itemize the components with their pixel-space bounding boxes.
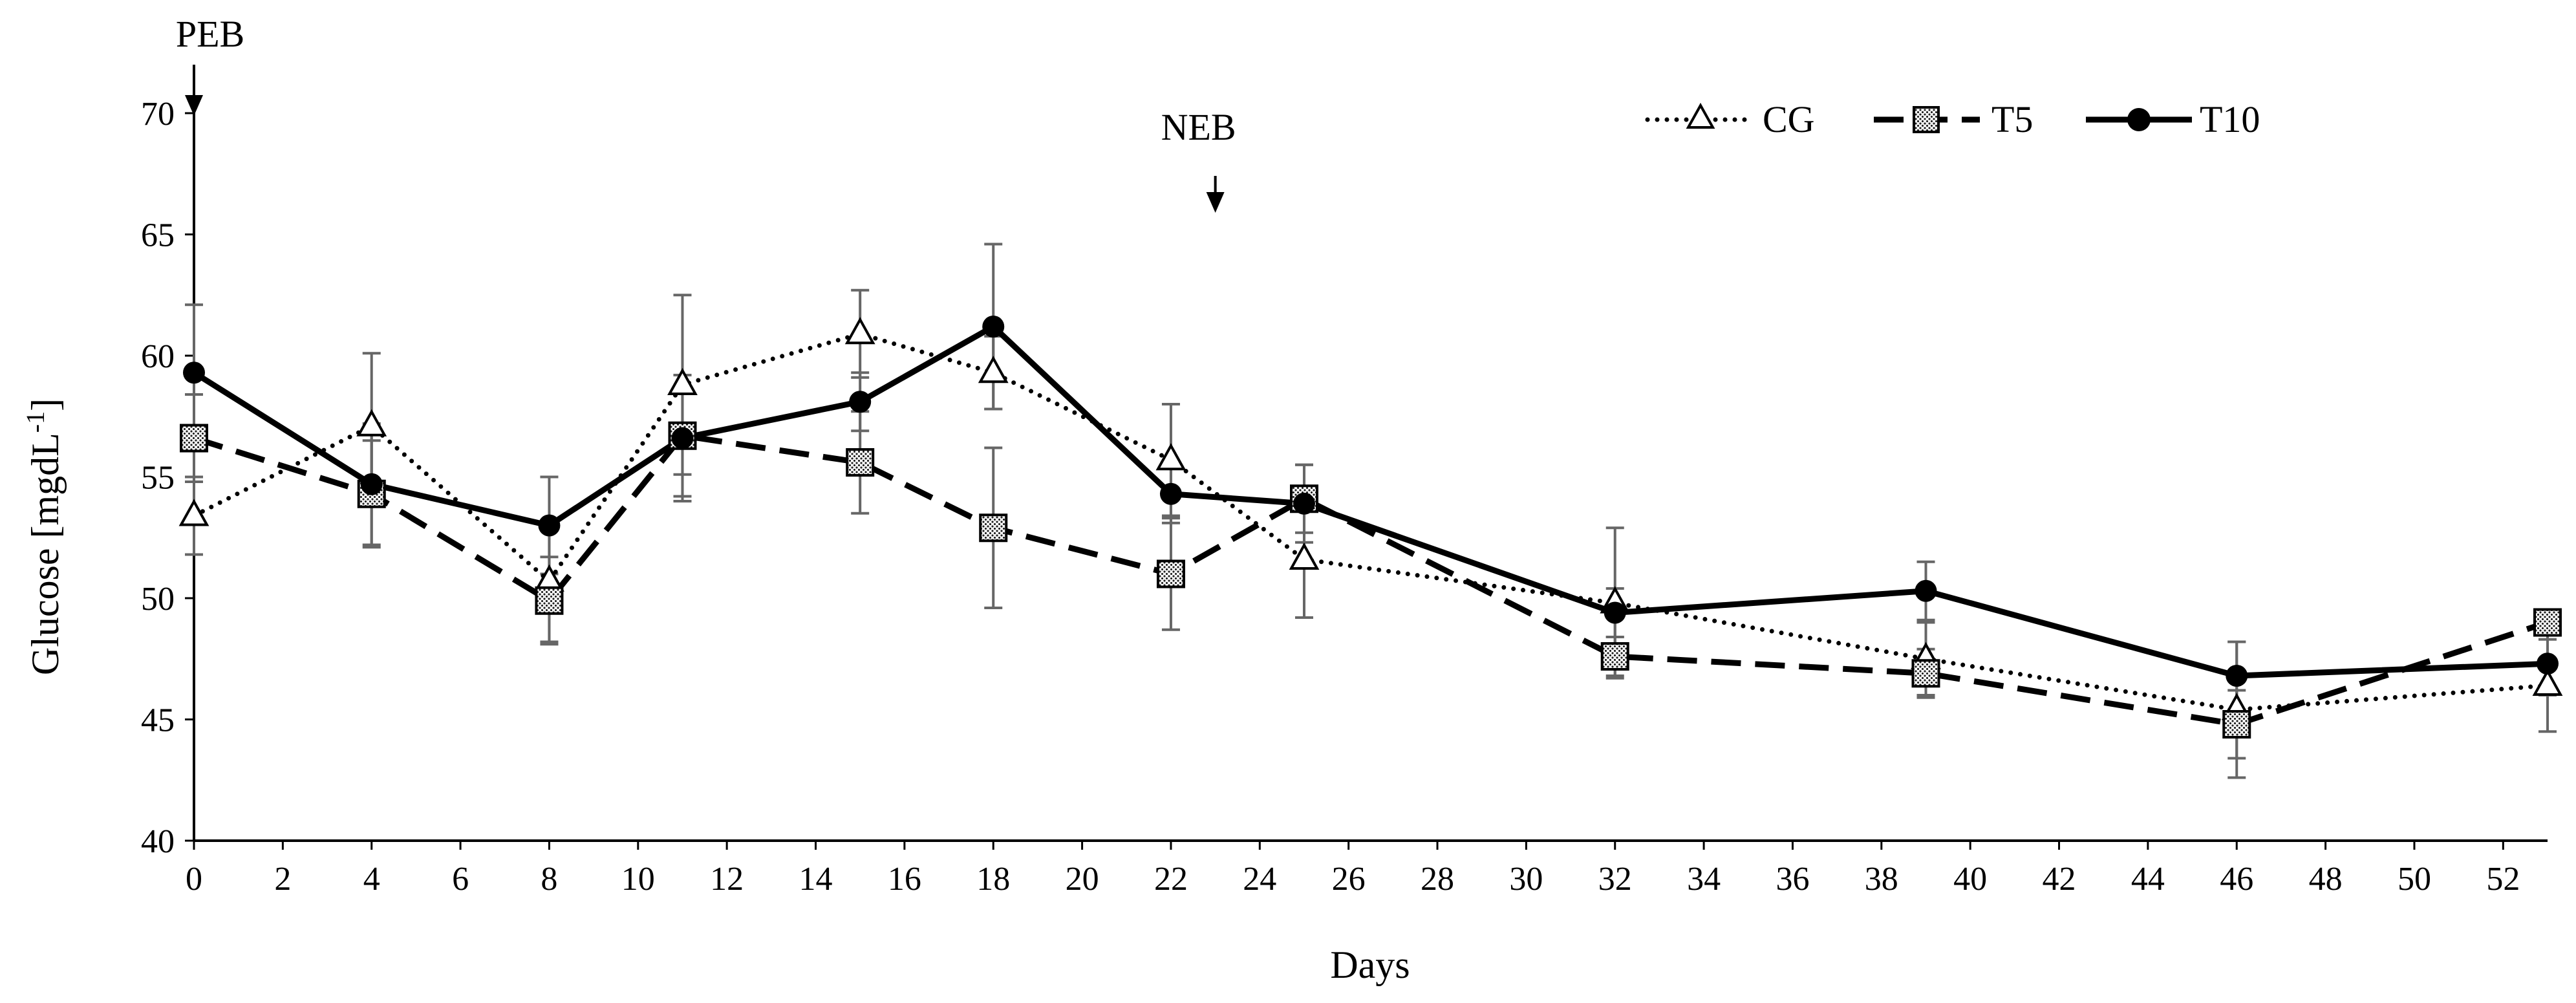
legend-label-t10: T10 xyxy=(2200,98,2260,140)
data-point-t10 xyxy=(538,514,561,537)
data-point-t5 xyxy=(1156,559,1185,588)
y-tick-label: 45 xyxy=(141,702,175,739)
data-point-t10 xyxy=(1293,492,1315,515)
error-bars-t10 xyxy=(185,243,2557,711)
x-tick-label: 2 xyxy=(274,861,291,898)
x-tick-label: 4 xyxy=(363,861,380,898)
x-tick-label: 38 xyxy=(1865,861,1898,898)
x-tick-label: 28 xyxy=(1421,861,1454,898)
y-tick-label: 70 xyxy=(141,96,175,133)
x-tick-label: 50 xyxy=(2398,861,2431,898)
data-point-t5 xyxy=(1600,642,1629,671)
x-tick-label: 14 xyxy=(799,861,833,898)
series-group xyxy=(178,243,2563,779)
annotations-group: PEB NEB xyxy=(176,13,1236,213)
x-tick-label: 6 xyxy=(452,861,469,898)
data-point-t10 xyxy=(1159,482,1182,505)
data-point-t10 xyxy=(183,361,205,384)
data-point-cg xyxy=(178,499,209,526)
legend-marker-t10 xyxy=(2127,108,2151,131)
x-tick-label: 32 xyxy=(1598,861,1632,898)
y-tick-group: 40 45 50 55 60 65 70 xyxy=(141,96,194,860)
x-tick-label: 30 xyxy=(1509,861,1543,898)
data-point-cg xyxy=(2532,668,2563,696)
x-tick-label: 20 xyxy=(1066,861,1099,898)
data-point-t10 xyxy=(1604,601,1626,624)
x-tick-label: 8 xyxy=(541,861,557,898)
data-point-t5 xyxy=(180,424,208,453)
markers-t10 xyxy=(183,316,2559,687)
x-tick-label: 0 xyxy=(186,861,202,898)
x-tick-label: 24 xyxy=(1243,861,1276,898)
x-tick-label: 12 xyxy=(710,861,744,898)
x-tick-label: 34 xyxy=(1687,861,1721,898)
annotation-label-neb: NEB xyxy=(1161,106,1236,148)
x-tick-label: 46 xyxy=(2220,861,2253,898)
data-point-t5 xyxy=(979,513,1008,543)
x-tick-label: 22 xyxy=(1154,861,1188,898)
y-axis-title-sup: -1 xyxy=(21,411,50,433)
data-point-t10 xyxy=(360,473,383,495)
legend: CG T5 T10 xyxy=(1645,98,2260,140)
annotation-arrowhead-peb xyxy=(185,95,203,116)
legend-marker-cg xyxy=(1686,102,1715,129)
data-point-t10 xyxy=(2537,652,2559,675)
y-tick-label: 60 xyxy=(141,338,175,375)
data-point-t10 xyxy=(2226,665,2248,687)
legend-label-cg: CG xyxy=(1763,98,1815,140)
x-tick-label: 40 xyxy=(1953,861,1987,898)
markers-cg xyxy=(178,317,2563,720)
x-tick-label: 44 xyxy=(2131,861,2165,898)
y-tick-label: 40 xyxy=(141,823,175,860)
data-point-cg xyxy=(667,367,698,395)
data-point-t5 xyxy=(2222,710,2251,739)
legend-label-t5: T5 xyxy=(1991,98,2033,140)
annotation-arrowhead-neb xyxy=(1206,192,1225,213)
x-axis-title: Days xyxy=(1330,944,1410,986)
x-tick-label: 16 xyxy=(888,861,921,898)
legend-item-t10: T10 xyxy=(2086,98,2260,140)
y-tick-label: 55 xyxy=(141,460,175,497)
series-line-t5 xyxy=(193,432,2549,728)
data-point-cg xyxy=(1289,542,1320,570)
data-point-t10 xyxy=(849,391,872,413)
legend-marker-t5 xyxy=(1913,106,1940,133)
x-tick-group: 0 2 4 6 8 10 12 14 16 18 20 22 24 26 28 30 32 34 36 38 40 42 4… xyxy=(186,841,2520,898)
data-point-cg xyxy=(1155,443,1186,471)
series-line-cg xyxy=(191,331,2550,713)
y-axis-title-end: ] xyxy=(24,398,67,411)
legend-item-cg: CG xyxy=(1645,98,1815,140)
x-tick-label: 52 xyxy=(2486,861,2520,898)
data-point-cg xyxy=(978,356,1009,383)
y-axis-title-main: Glucose [mgdL xyxy=(24,433,67,675)
x-tick-label: 48 xyxy=(2309,861,2343,898)
legend-item-t5: T5 xyxy=(1874,98,2033,140)
data-point-t5 xyxy=(846,448,875,477)
annotation-label-peb: PEB xyxy=(176,13,244,55)
y-tick-label: 50 xyxy=(141,581,175,618)
data-point-t5 xyxy=(2533,608,2562,637)
y-tick-label: 65 xyxy=(141,217,175,254)
markers-t5 xyxy=(180,421,2562,739)
data-point-t10 xyxy=(671,427,694,449)
x-tick-label: 10 xyxy=(621,861,655,898)
x-tick-label: 42 xyxy=(2043,861,2076,898)
data-point-cg xyxy=(844,317,875,345)
x-tick-label: 18 xyxy=(976,861,1010,898)
y-axis-title: Glucose [mgdL-1] xyxy=(21,398,67,675)
error-bars-t5 xyxy=(185,374,2557,760)
data-point-cg xyxy=(356,409,387,437)
series-line-t10 xyxy=(192,323,2548,679)
data-point-t5 xyxy=(1911,659,1940,688)
x-tick-label: 36 xyxy=(1776,861,1809,898)
data-point-t10 xyxy=(1915,579,1937,602)
axes-group xyxy=(193,65,2548,842)
data-point-t10 xyxy=(982,316,1005,338)
x-tick-label: 26 xyxy=(1332,861,1366,898)
data-point-t5 xyxy=(535,586,564,615)
